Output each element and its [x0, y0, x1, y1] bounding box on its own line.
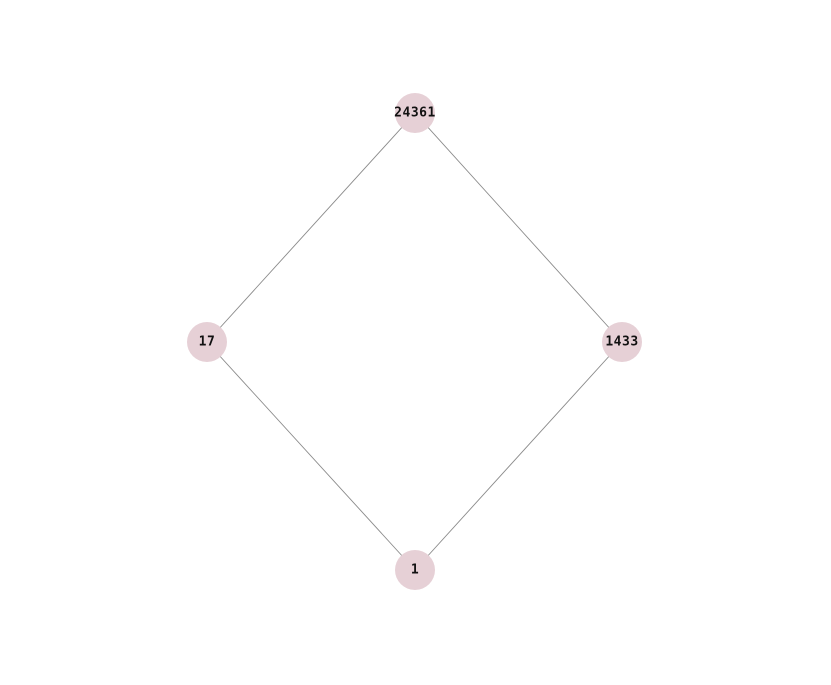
node-1433: 1433 — [602, 322, 642, 362]
node-17: 17 — [187, 322, 227, 362]
edge-17-1 — [206, 341, 416, 571]
node-label: 24361 — [394, 106, 436, 121]
node-circle — [395, 550, 435, 590]
edge-24361-1433 — [414, 112, 623, 343]
node-circle — [187, 322, 227, 362]
node-label: 17 — [199, 335, 216, 350]
node-circle — [602, 322, 642, 362]
edges-layer — [206, 112, 623, 571]
node-label: 1 — [411, 563, 419, 578]
nodes-layer: 24361 17 1433 1 — [187, 93, 642, 590]
node-label: 1433 — [605, 335, 638, 350]
node-circle — [395, 93, 435, 133]
edge-24361-17 — [206, 112, 416, 343]
node-24361: 24361 — [394, 93, 436, 133]
node-1: 1 — [395, 550, 435, 590]
edge-1433-1 — [414, 341, 623, 571]
